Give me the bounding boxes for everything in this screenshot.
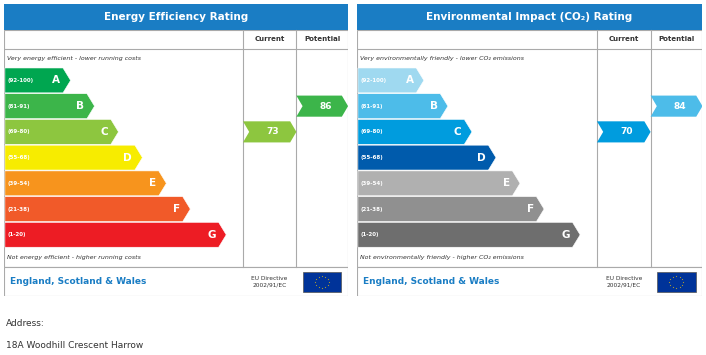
Text: F: F (173, 204, 180, 214)
Text: Address:: Address: (6, 320, 44, 328)
Bar (4, 4, 348, 30)
Text: (39-54): (39-54) (361, 181, 383, 186)
Text: Current: Current (609, 37, 639, 43)
Polygon shape (5, 197, 191, 222)
Text: (21-38): (21-38) (361, 207, 383, 212)
Text: (55-68): (55-68) (361, 155, 383, 160)
Text: 18A Woodhill Crescent Harrow: 18A Woodhill Crescent Harrow (6, 341, 143, 350)
Text: B: B (76, 101, 84, 111)
Bar (357, 267, 702, 296)
Text: (92-100): (92-100) (8, 78, 34, 83)
Text: (21-38): (21-38) (8, 207, 30, 212)
Text: 73: 73 (266, 127, 279, 136)
Text: Very energy efficient - lower running costs: Very energy efficient - lower running co… (7, 56, 141, 61)
Polygon shape (358, 171, 520, 196)
Text: A: A (52, 75, 60, 86)
Text: E: E (149, 178, 156, 189)
Polygon shape (5, 119, 119, 144)
Text: (55-68): (55-68) (8, 155, 30, 160)
Polygon shape (243, 121, 297, 142)
Text: (81-91): (81-91) (361, 104, 383, 109)
Text: Potential: Potential (304, 37, 340, 43)
Bar (4, 30, 348, 267)
Bar (357, 30, 702, 267)
Text: (39-54): (39-54) (8, 181, 30, 186)
Polygon shape (5, 171, 167, 196)
Text: C: C (454, 127, 462, 137)
Text: England, Scotland & Wales: England, Scotland & Wales (364, 277, 500, 286)
Text: Environmental Impact (CO₂) Rating: Environmental Impact (CO₂) Rating (426, 12, 633, 22)
Text: F: F (527, 204, 534, 214)
Text: (92-100): (92-100) (361, 78, 387, 83)
Text: Energy Efficiency Rating: Energy Efficiency Rating (104, 12, 248, 22)
Polygon shape (358, 119, 472, 144)
Polygon shape (597, 121, 651, 142)
Text: (1-20): (1-20) (8, 232, 26, 237)
Polygon shape (358, 145, 496, 170)
Text: B: B (429, 101, 438, 111)
Bar (357, 4, 702, 30)
Polygon shape (651, 95, 702, 117)
Text: (69-80): (69-80) (8, 129, 30, 135)
Text: (1-20): (1-20) (361, 232, 379, 237)
Text: EU Directive
2002/91/EC: EU Directive 2002/91/EC (606, 277, 642, 287)
Text: Not environmentally friendly - higher CO₂ emissions: Not environmentally friendly - higher CO… (360, 255, 524, 260)
Bar (4, 267, 348, 296)
Polygon shape (297, 95, 348, 117)
Text: Current: Current (254, 37, 285, 43)
Polygon shape (358, 197, 544, 222)
Text: Not energy efficient - higher running costs: Not energy efficient - higher running co… (7, 255, 141, 260)
Polygon shape (5, 145, 143, 170)
Text: D: D (124, 153, 132, 163)
Text: Potential: Potential (659, 37, 695, 43)
Text: Very environmentally friendly - lower CO₂ emissions: Very environmentally friendly - lower CO… (360, 56, 524, 61)
Text: 86: 86 (319, 102, 332, 111)
Polygon shape (5, 68, 71, 93)
Text: E: E (503, 178, 510, 189)
Text: D: D (477, 153, 486, 163)
Text: EU Directive
2002/91/EC: EU Directive 2002/91/EC (251, 277, 288, 287)
Text: G: G (208, 230, 216, 240)
Polygon shape (358, 222, 580, 247)
Polygon shape (358, 94, 448, 119)
Text: G: G (561, 230, 570, 240)
Text: C: C (100, 127, 108, 137)
Polygon shape (5, 222, 226, 247)
Text: 84: 84 (674, 102, 686, 111)
Polygon shape (5, 94, 95, 119)
Bar (303, 272, 341, 292)
Text: (69-80): (69-80) (361, 129, 383, 135)
Text: England, Scotland & Wales: England, Scotland & Wales (11, 277, 147, 286)
Bar (657, 272, 695, 292)
Text: A: A (405, 75, 414, 86)
Text: 70: 70 (621, 127, 633, 136)
Polygon shape (358, 68, 424, 93)
Text: (81-91): (81-91) (8, 104, 30, 109)
